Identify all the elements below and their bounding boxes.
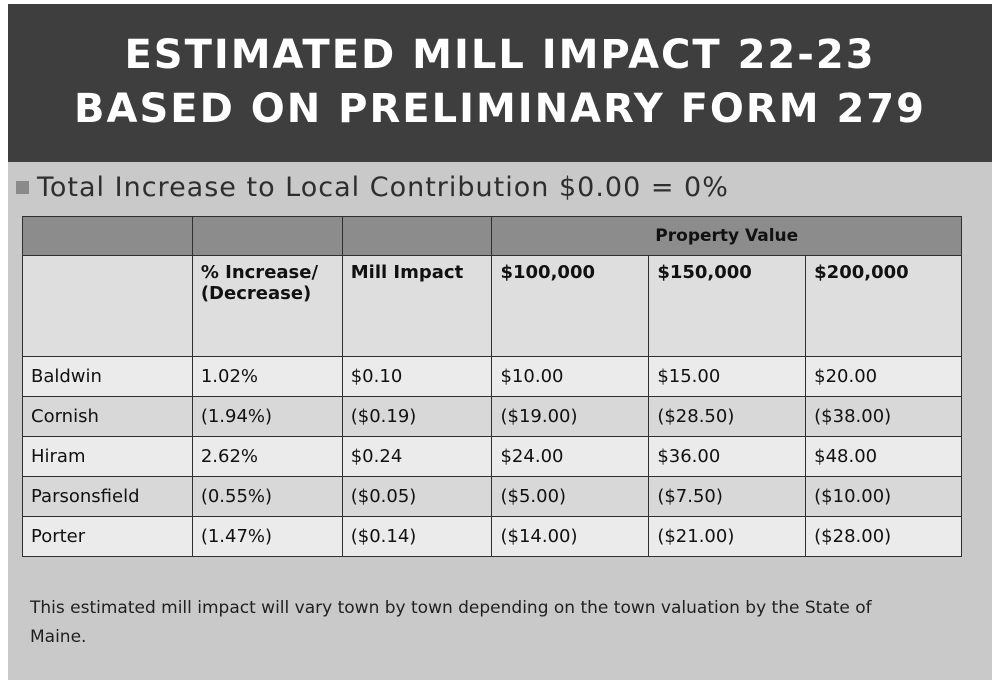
cell-town: Hiram	[22, 436, 193, 477]
cell-v200: $48.00	[805, 436, 962, 477]
header-value-200000: $200,000	[805, 255, 962, 357]
cell-v200: ($28.00)	[805, 516, 962, 557]
subtitle: Total Increase to Local Contribution $0.…	[16, 172, 729, 203]
cell-mill: $0.24	[341, 436, 493, 477]
cell-mill: $0.10	[341, 356, 493, 397]
cell-town: Baldwin	[22, 356, 193, 397]
cell-percent: (1.47%)	[191, 516, 343, 557]
cell-v150: ($28.50)	[648, 396, 807, 437]
subtitle-text: Total Increase to Local Contribution $0.…	[37, 172, 729, 203]
table-row: Porter (1.47%) ($0.14) ($14.00) ($21.00)…	[22, 516, 962, 557]
cell-v200: ($10.00)	[805, 476, 962, 517]
header-value-100000: $100,000	[491, 255, 650, 357]
cell-v150: ($7.50)	[648, 476, 807, 517]
cell-mill: ($0.05)	[341, 476, 493, 517]
group-header-empty-cell	[191, 216, 343, 256]
cell-v150: $36.00	[648, 436, 807, 477]
cell-town: Cornish	[22, 396, 193, 437]
header-value-150000: $150,000	[648, 255, 807, 357]
title-line-1: ESTIMATED MILL IMPACT 22-23	[124, 32, 876, 78]
table-row: Hiram 2.62% $0.24 $24.00 $36.00 $48.00	[22, 436, 962, 477]
cell-percent: (0.55%)	[191, 476, 343, 517]
title-band: ESTIMATED MILL IMPACT 22-23 BASED ON PRE…	[8, 4, 992, 162]
header-mill-impact: Mill Impact	[341, 255, 493, 357]
cell-percent: 2.62%	[191, 436, 343, 477]
cell-v200: $20.00	[805, 356, 962, 397]
title-line-2: BASED ON PRELIMINARY FORM 279	[74, 86, 926, 132]
footnote: This estimated mill impact will vary tow…	[30, 598, 872, 647]
cell-v100: ($14.00)	[491, 516, 650, 557]
cell-v150: $15.00	[648, 356, 807, 397]
table-row: Parsonsfield (0.55%) ($0.05) ($5.00) ($7…	[22, 476, 962, 517]
cell-v100: ($5.00)	[491, 476, 650, 517]
cell-v100: ($19.00)	[491, 396, 650, 437]
mill-impact-table: Property Value % Increase/ (Decrease) Mi…	[22, 216, 962, 557]
cell-mill: ($0.19)	[341, 396, 493, 437]
square-bullet-icon	[16, 181, 29, 194]
cell-percent: (1.94%)	[191, 396, 343, 437]
table-row: Baldwin 1.02% $0.10 $10.00 $15.00 $20.00	[22, 356, 962, 397]
cell-v150: ($21.00)	[648, 516, 807, 557]
table-row: Cornish (1.94%) ($0.19) ($19.00) ($28.50…	[22, 396, 962, 437]
table-body: Baldwin 1.02% $0.10 $10.00 $15.00 $20.00…	[22, 356, 962, 557]
cell-town: Porter	[22, 516, 193, 557]
header-percent-change: % Increase/ (Decrease)	[191, 255, 343, 357]
group-header-empty-cell	[341, 216, 493, 256]
cell-mill: ($0.14)	[341, 516, 493, 557]
cell-town: Parsonsfield	[22, 476, 193, 517]
property-value-header: Property Value	[491, 216, 962, 256]
cell-v200: ($38.00)	[805, 396, 962, 437]
header-town	[22, 255, 193, 357]
cell-v100: $24.00	[491, 436, 650, 477]
cell-percent: 1.02%	[191, 356, 343, 397]
group-header-empty-cell	[22, 216, 193, 256]
cell-v100: $10.00	[491, 356, 650, 397]
column-header-row: % Increase/ (Decrease) Mill Impact $100,…	[22, 255, 962, 357]
group-header-row: Property Value	[22, 216, 962, 256]
